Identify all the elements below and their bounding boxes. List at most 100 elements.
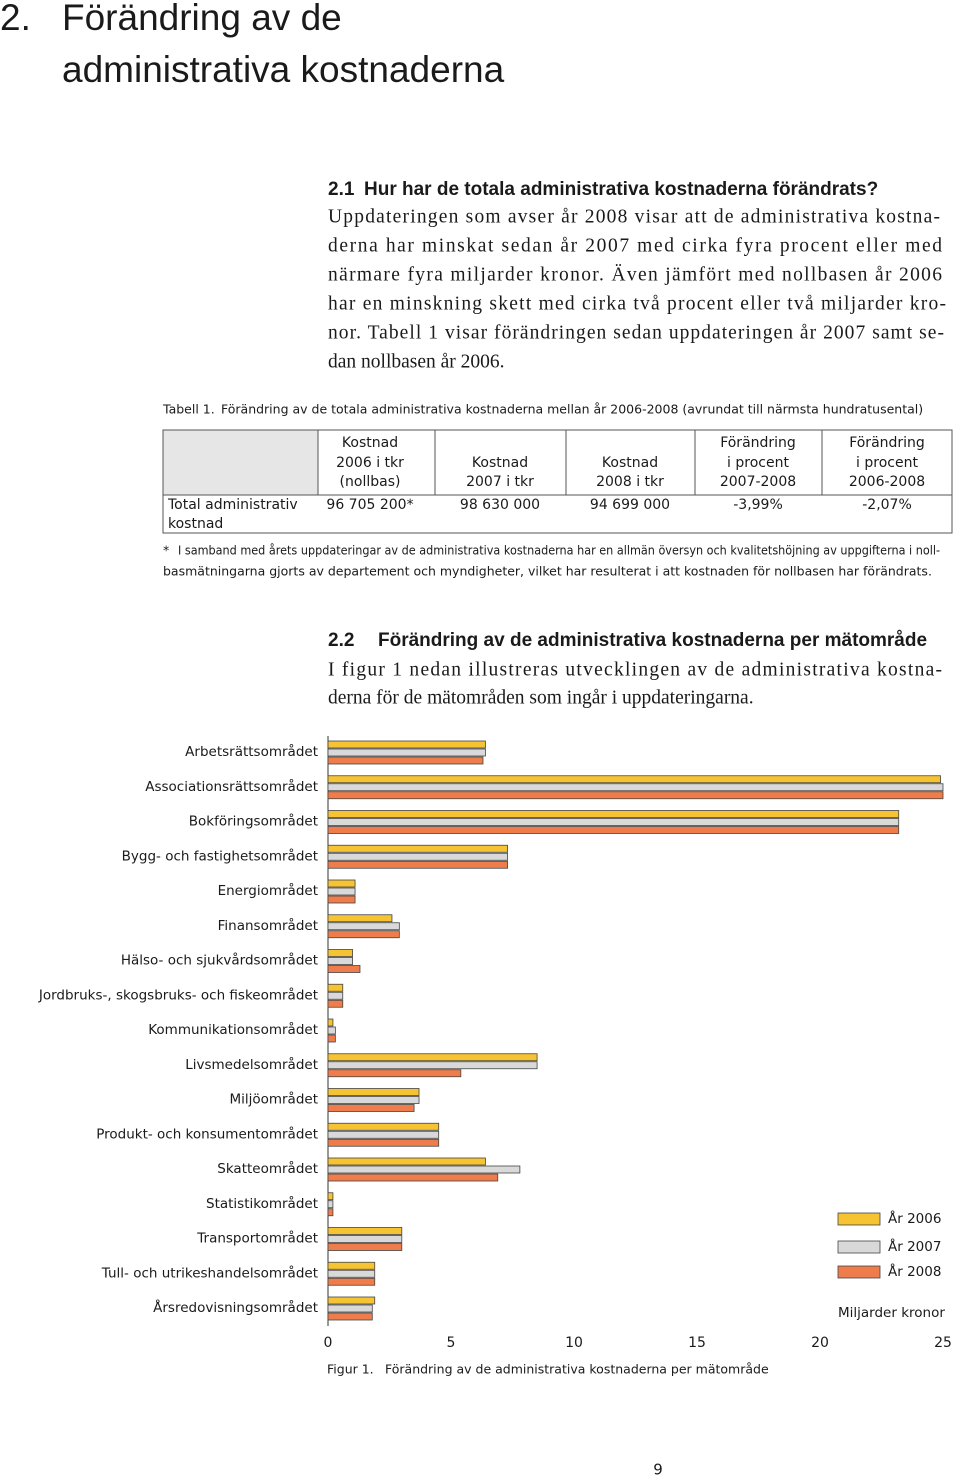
section-number: 2.1 (328, 179, 355, 200)
category-label: Hälso- och sjukvårdsområdet (121, 952, 318, 969)
paragraph-line: I figur 1 nedan illustreras utvecklingen… (328, 659, 942, 680)
category-label: Energiområdet (218, 882, 318, 899)
figure-caption-label: Figur 1. (327, 1362, 374, 1377)
category-label: Associationsrättsområdet (145, 778, 318, 795)
bar (327, 1096, 420, 1104)
bar (327, 1061, 538, 1070)
bar (327, 965, 361, 973)
bar (327, 1296, 376, 1305)
footnote: I samband med årets uppdateringar av de … (178, 543, 940, 558)
bar (327, 1243, 403, 1251)
bar (327, 1053, 538, 1062)
bar (327, 922, 400, 931)
table-header-grid (162, 429, 953, 534)
bar (327, 1026, 336, 1035)
section-number: 2.2 (328, 630, 354, 651)
bar (327, 1261, 376, 1270)
bar (327, 991, 344, 1000)
table-caption: Förändring av de totala administrativa k… (221, 402, 923, 417)
x-tick-label: 10 (565, 1335, 583, 1351)
table-cell: -3,99% (733, 497, 783, 513)
bar (327, 756, 484, 765)
page-number: 9 (653, 1461, 663, 1478)
bar (327, 1104, 415, 1112)
bar (327, 983, 344, 992)
bar (327, 957, 354, 965)
table-header: Kostnad (342, 435, 398, 451)
bar (327, 1165, 521, 1174)
footnote: basmätningarna gjorts av departement och… (163, 564, 932, 579)
x-tick-label: 25 (934, 1335, 952, 1351)
paragraph-line: Uppdateringen som avser år 2008 visar at… (328, 206, 940, 227)
paragraph-line: derna för de mätområden som ingår i uppd… (328, 687, 754, 708)
table-header: 2006 i tkr (336, 455, 404, 471)
x-tick-label: 20 (811, 1335, 829, 1351)
table-header: 2007 i tkr (466, 474, 534, 490)
axis-label: Miljarder kronor (838, 1305, 945, 1321)
table-header: Kostnad (472, 455, 528, 471)
bar (327, 895, 356, 904)
legend-label: År 2007 (888, 1238, 941, 1255)
footnote-marker: * (163, 543, 169, 558)
table-caption-label: Tabell 1. (162, 402, 215, 417)
table-cell: 94 699 000 (590, 497, 670, 513)
bar (327, 1018, 334, 1027)
table-row (162, 494, 953, 534)
category-label: Statistikområdet (206, 1195, 318, 1212)
bar (327, 949, 354, 957)
bar (327, 930, 400, 939)
bar (327, 783, 944, 792)
bar (327, 1200, 334, 1209)
category-label: Årsredovisningsområdet (153, 1299, 318, 1316)
table-cell: 98 630 000 (460, 497, 540, 513)
category-label: Transportområdet (196, 1230, 318, 1247)
header-number: 2. (0, 0, 31, 38)
table-header: (nollbas) (340, 474, 401, 490)
bar (327, 1138, 440, 1147)
section-heading: Hur har de totala administrativa kostnad… (364, 179, 878, 200)
table-header: Förändring (720, 435, 796, 451)
category-label: Produkt- och konsumentområdet (96, 1125, 318, 1142)
category-label: Bygg- och fastighetsområdet (122, 847, 318, 864)
bar (327, 999, 344, 1008)
x-tick-label: 15 (688, 1335, 706, 1351)
bar (327, 1069, 462, 1078)
table-header: Kostnad (602, 455, 658, 471)
bar (327, 1157, 486, 1166)
header-title: administrativa kostnaderna (62, 49, 505, 90)
category-label: Livsmedelsområdet (185, 1056, 318, 1073)
table-header: Förändring (849, 435, 925, 451)
bar (327, 1277, 376, 1286)
bar (327, 1088, 420, 1096)
bar (327, 810, 900, 818)
bar (327, 740, 486, 749)
bar (327, 775, 941, 784)
category-label: Bokföringsområdet (189, 813, 318, 830)
legend-swatch (837, 1265, 881, 1279)
row-label: Total administrativ (167, 497, 298, 513)
header-title: Förändring av de (62, 0, 342, 38)
table-header: 2008 i tkr (596, 474, 664, 490)
bar (327, 826, 900, 834)
category-label: Kommunikationsområdet (148, 1021, 318, 1038)
row-label: kostnad (168, 516, 223, 532)
table-header: i procent (856, 455, 918, 471)
bar (327, 879, 356, 888)
bar (327, 1269, 376, 1278)
paragraph-line: dan nollbasen år 2006. (328, 351, 505, 372)
category-label: Miljöområdet (229, 1091, 318, 1108)
bar (327, 860, 508, 869)
bar (327, 1208, 334, 1217)
legend-label: År 2006 (888, 1210, 941, 1227)
figure-caption: Förändring av de administrativa kostnade… (385, 1362, 769, 1377)
paragraph-line: derna har minskat sedan år 2007 med cirk… (328, 235, 942, 256)
category-label: Jordbruks-, skogsbruks- och fiskeområdet (38, 986, 318, 1003)
bar (327, 1192, 334, 1201)
bar (327, 1304, 373, 1313)
bar (327, 748, 486, 757)
bar (327, 1130, 440, 1139)
legend-swatch (837, 1212, 881, 1226)
bar (327, 1034, 336, 1043)
category-label: Skatteområdet (217, 1160, 318, 1177)
